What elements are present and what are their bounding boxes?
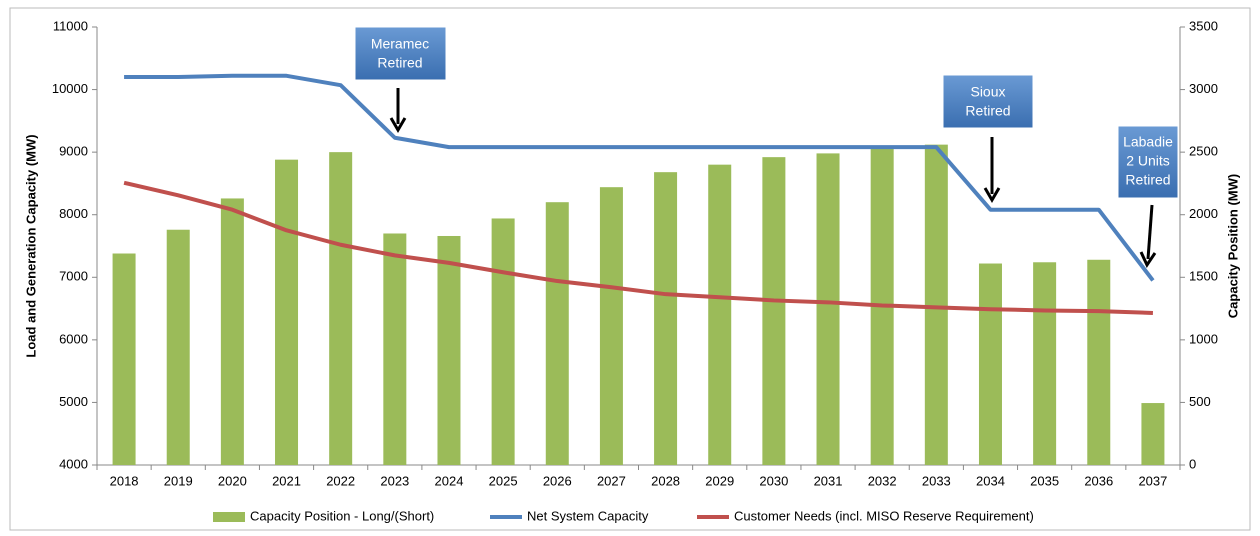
x-tick-label: 2037 [1138,473,1167,488]
legend-label: Net System Capacity [527,508,649,523]
annotation-box [1117,125,1179,199]
bar [654,172,678,465]
annotation-text: Sioux [970,84,1005,100]
annotation-text: Retired [1125,172,1170,188]
bar [762,157,786,466]
x-tick-label: 2031 [814,473,843,488]
x-tick-label: 2023 [380,473,409,488]
chart-border [9,7,1251,531]
bar [599,187,623,465]
annotation: Sioux Retired [942,74,1034,129]
y2-tick-label: 500 [1189,394,1211,409]
x-tick-label: 2021 [272,473,301,488]
line [124,73,1155,282]
x-tick-label: 2024 [435,473,464,488]
annotation-text: Retired [377,55,422,71]
plot: 4000 5000 6000 7000 8000 9000 10000 11000 0 500 10… [52,18,1218,523]
x-tick-label: 2022 [326,473,355,488]
bar [1087,259,1111,465]
x-tick-label: 2025 [489,473,518,488]
x-tick-label: 2026 [543,473,572,488]
bar [437,235,461,465]
annotation-box [942,74,1034,129]
y-tick-label: 9000 [59,144,88,159]
bar [383,233,407,465]
bar [924,144,948,466]
y2-tick-label: 0 [1189,456,1196,471]
annotation-text: 2 Units [1126,153,1170,169]
legend-label: Capacity Position - Long/(Short) [250,508,434,523]
y2-tick-label: 1000 [1189,331,1218,346]
annotation-text: Retired [965,103,1010,119]
bar [491,218,515,465]
y2-tick-label: 2500 [1189,144,1218,159]
bar [1033,262,1057,465]
arrow-head [389,117,407,133]
y-tick-label: 7000 [59,269,88,284]
x-tick-label: 2035 [1030,473,1059,488]
x-tick-label: 2030 [759,473,788,488]
arrow-head [983,187,1001,203]
annotation-text: Labadie [1123,134,1173,150]
x-tick-label: 2036 [1084,473,1113,488]
annotation: Meramec Retired [354,26,447,81]
x-tick-label: 2032 [868,473,897,488]
bar [220,198,244,465]
arrow [1146,204,1154,260]
y-tick-label: 6000 [59,331,88,346]
bar [816,153,840,465]
bar [166,229,190,465]
bar [545,202,569,465]
annotation-box [354,26,447,81]
bar [275,159,299,465]
bar [329,152,353,465]
y-tick-label: 5000 [59,394,88,409]
x-tick-label: 2027 [597,473,626,488]
y-tick-label: 4000 [59,456,88,471]
y-tick-label: 11000 [53,18,88,33]
y2-tick-label: 1500 [1189,269,1218,284]
y-tick-label: 10000 [52,81,88,96]
y-tick-label: 8000 [59,206,88,221]
x-tick-label: 2029 [705,473,734,488]
x-tick-label: 2019 [164,473,193,488]
y2-tick-label: 2000 [1189,206,1218,221]
bar [1141,403,1165,465]
arrow-head [1139,251,1157,269]
bar [708,164,732,465]
bar [112,253,136,465]
legend-label: Customer Needs (incl. MISO Reserve Requi… [734,508,1034,523]
y2-tick-label: 3500 [1189,18,1218,33]
bar [978,263,1002,465]
x-tick-label: 2018 [110,473,139,488]
line [123,180,1153,315]
legend-swatch [213,512,245,522]
annotation: Labadie 2 Units Retired [1117,125,1179,199]
y-axis-label: Load and Generation Capacity (MW) [23,134,38,357]
arrows [389,88,1157,269]
x-tick-label: 2028 [651,473,680,488]
y2-tick-label: 3000 [1189,81,1218,96]
x-tick-label: 2033 [922,473,951,488]
x-tick-label: 2034 [976,473,1005,488]
annotation-text: Meramec [371,36,429,52]
x-tick-label: 2020 [218,473,247,488]
y2-axis-label: Capacity Position (MW) [1225,174,1240,318]
